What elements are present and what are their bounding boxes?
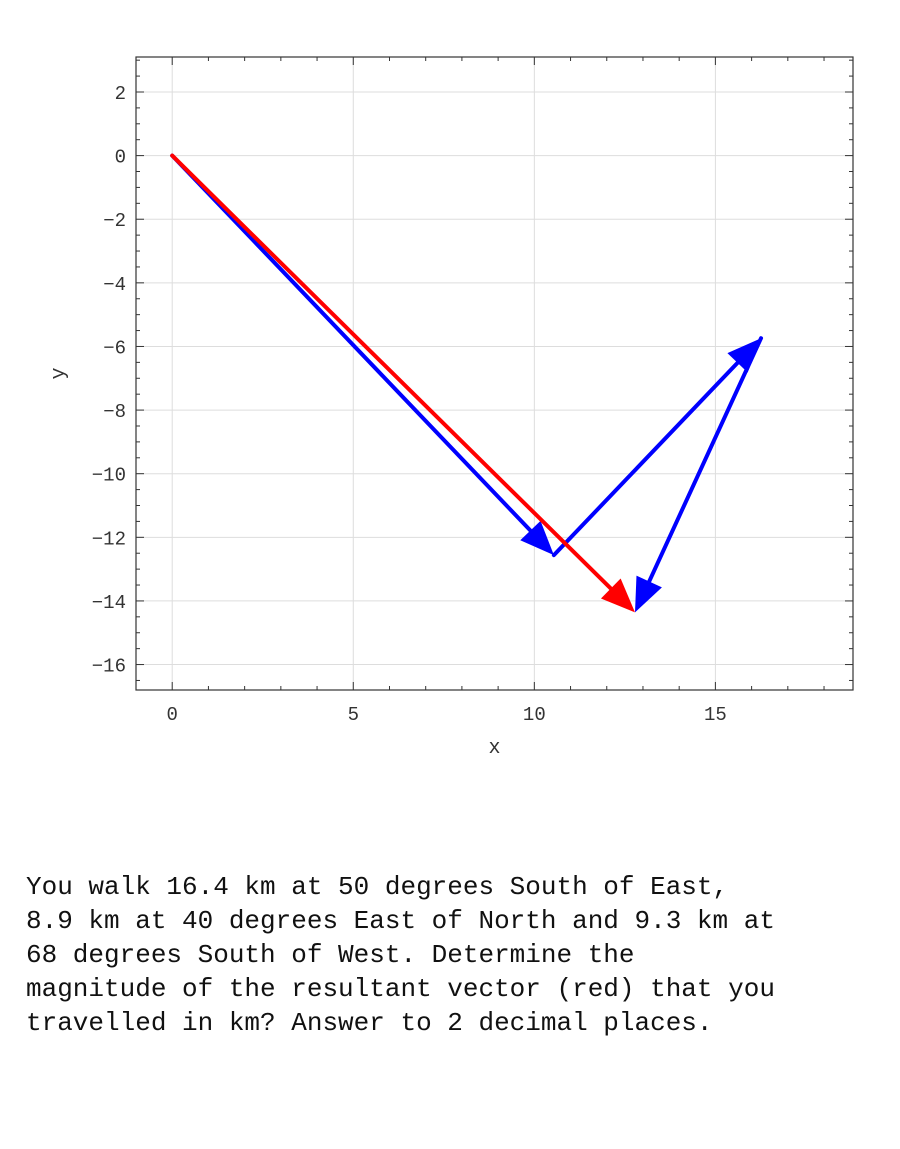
y-tick-label: 2 — [115, 83, 126, 105]
y-tick-label: −14 — [92, 592, 126, 614]
y-tick-label: −10 — [92, 465, 126, 487]
x-tick-label: 5 — [348, 704, 359, 726]
vector-arrowhead — [600, 578, 636, 613]
y-tick-label: −4 — [103, 274, 126, 296]
y-tick-label: 0 — [115, 147, 126, 169]
question-text: You walk 16.4 km at 50 degrees South of … — [26, 872, 775, 1038]
plot-frame — [135, 56, 854, 691]
y-tick-label: −16 — [92, 656, 126, 678]
x-tick-label: 0 — [167, 704, 178, 726]
y-tick-label: −2 — [103, 210, 126, 232]
vectors — [170, 153, 764, 613]
vector-arrowhead — [635, 575, 662, 613]
vector-shaft — [641, 336, 764, 596]
y-tick-label: −12 — [92, 528, 126, 550]
x-axis-label: x — [488, 737, 500, 760]
vector-shaft — [170, 153, 542, 543]
y-tick-label: −6 — [103, 337, 126, 359]
minor-ticks — [135, 57, 853, 690]
vector-shaft — [170, 153, 623, 601]
grid — [136, 57, 853, 690]
x-tick-label: 10 — [523, 704, 546, 726]
y-axis-label: y — [48, 367, 71, 379]
vector-arrowhead — [520, 520, 554, 556]
x-tick-label: 15 — [704, 704, 727, 726]
vector-shaft — [551, 350, 749, 558]
y-tick-label: −8 — [103, 401, 126, 423]
vector-arrowhead — [727, 338, 762, 373]
